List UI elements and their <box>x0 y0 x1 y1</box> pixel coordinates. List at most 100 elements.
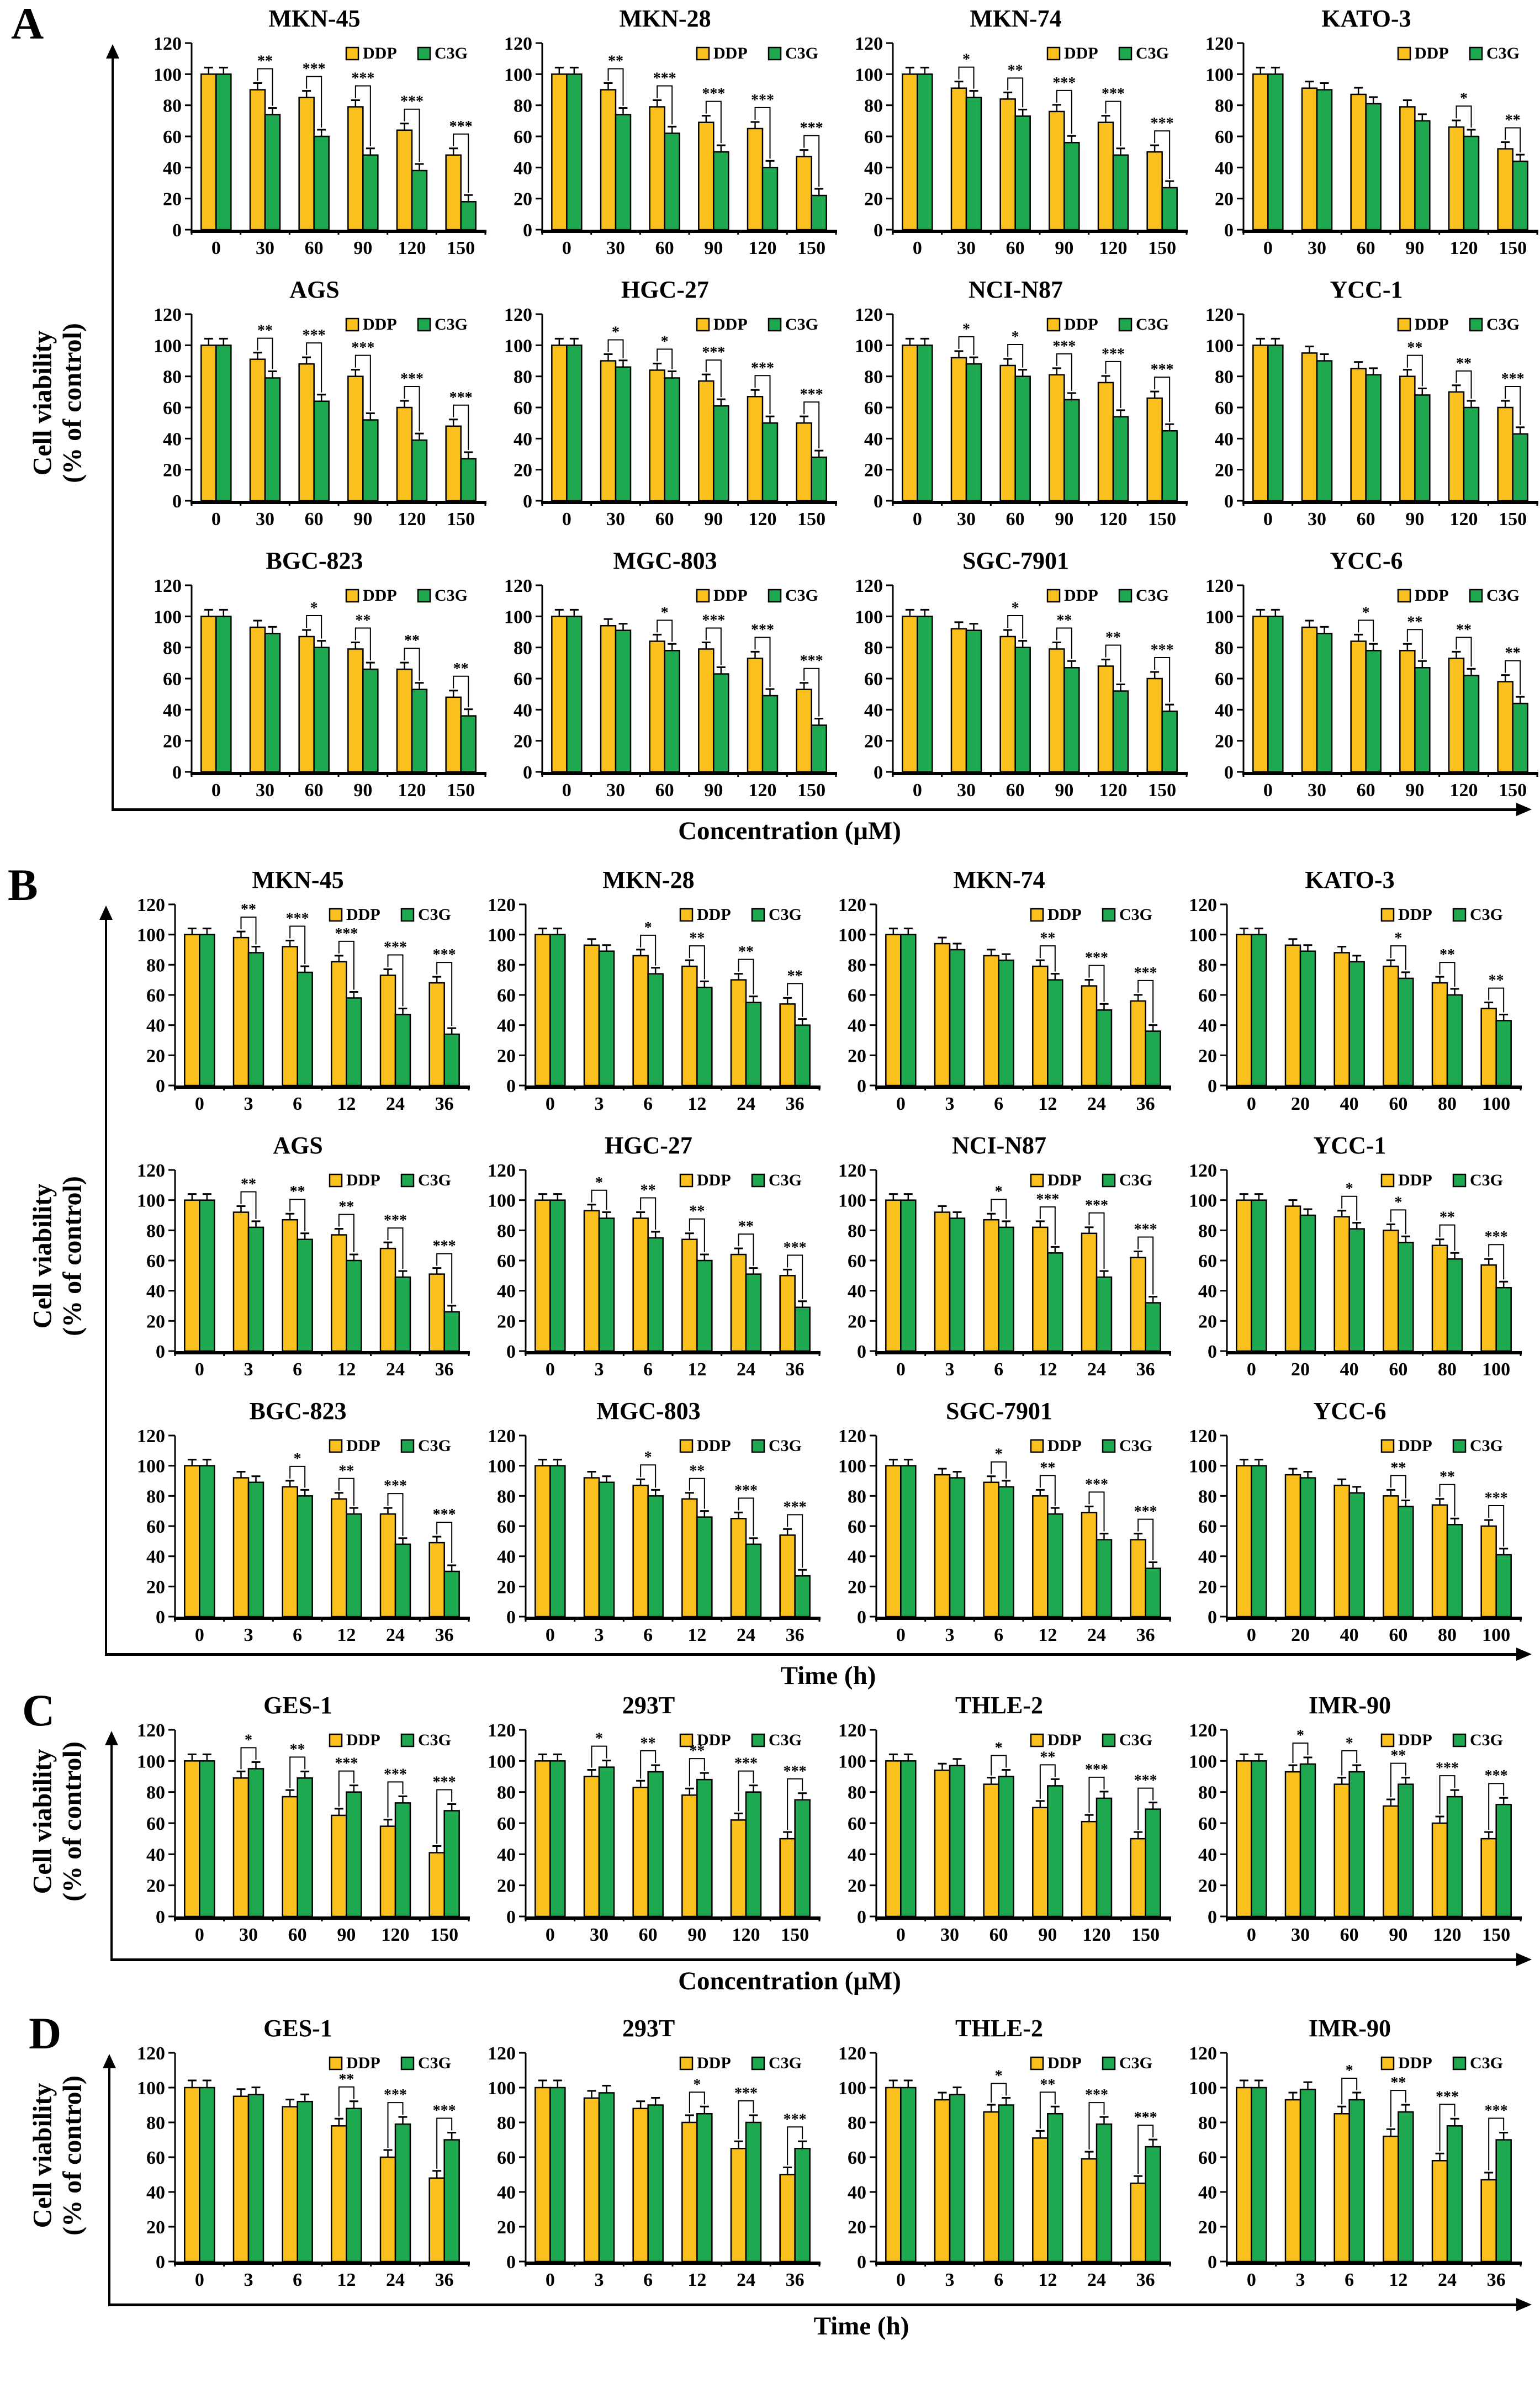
legend-swatch-ddp <box>1030 2056 1044 2070</box>
x-tick-label: 12 <box>687 1359 706 1380</box>
y-tick-label: 120 <box>154 578 182 596</box>
sig-stars: *** <box>400 370 424 388</box>
chart-title: MKN-28 <box>602 866 695 893</box>
y-tick-label: 120 <box>1189 897 1217 915</box>
bar-c3g <box>761 422 779 502</box>
bar-ddp <box>396 668 413 773</box>
sig-stars: ** <box>1440 1469 1455 1486</box>
x-axis-title: Concentration (μM) <box>678 817 901 845</box>
chart-canvas-ycc-6: 0 20 40 60 80 100 120 DDP C3G 0 20 40 ** 60 ** 80 *** 100 <box>1189 1426 1522 1645</box>
x-tick-label: 120 <box>398 780 426 801</box>
bar-c3g <box>362 668 379 773</box>
bar-c3g <box>549 934 566 1087</box>
sig-stars: ** <box>241 1176 256 1193</box>
chart-canvas-sgc-7901: 0 20 40 60 80 100 120 DDP C3G 0 30 * 60 ** 90 ** 120 *** 1… <box>855 576 1188 801</box>
y-tick-label: 0 <box>156 1076 165 1097</box>
bar-ddp <box>1081 2158 1098 2263</box>
sig-stars: *** <box>800 120 823 137</box>
x-baseline <box>1242 501 1538 504</box>
chart-canvas-ycc-1: 0 20 40 60 80 100 120 DDP C3G 0 30 60 ** 90 ** 120 *** 15… <box>1205 305 1538 529</box>
bar-ddp <box>632 1217 649 1352</box>
x-tick-label: 120 <box>749 509 777 529</box>
bar-c3g <box>247 1481 264 1618</box>
legend-label-c3g: C3G <box>769 1171 802 1189</box>
bar-ddp <box>445 696 462 773</box>
y-tick-label: 120 <box>137 2045 165 2064</box>
legend-swatch-ddp <box>1030 1173 1044 1188</box>
chart-canvas-bgc-823: 0 20 40 60 80 100 120 DDP C3G 0 3 * 6 ** 12 *** 24 *** 36 <box>137 1426 470 1645</box>
sig-bracket <box>1039 1475 1056 1506</box>
bar-ddp <box>1431 982 1448 1087</box>
bar-c3g <box>1267 73 1284 231</box>
chart-canvas-imr-90: 0 20 40 60 80 100 120 DDP C3G 0 * 30 * 60 ** 90 *** 120 **… <box>1189 1720 1522 1945</box>
x-tick-label: 30 <box>1291 1925 1310 1945</box>
sig-stars: ** <box>1505 645 1521 662</box>
bar-ddp <box>379 1513 396 1618</box>
y-tick-label: 20 <box>1198 1046 1217 1066</box>
bar-c3g <box>998 1226 1014 1352</box>
x-tick-label: 150 <box>1148 780 1176 801</box>
y-tick-label: 120 <box>855 306 883 325</box>
sig-stars: ** <box>1440 1209 1455 1226</box>
chart-title: IMR-90 <box>1308 1692 1391 1719</box>
legend-swatch-ddp <box>1030 908 1044 922</box>
y-tick-label: 40 <box>1198 1845 1217 1865</box>
y-tick-label: 120 <box>838 1722 866 1741</box>
chart-canvas-ags: 0 20 40 60 80 100 120 DDP C3G 0 ** 30 *** 60 *** 90 *** 1… <box>154 305 486 529</box>
bar-ddp <box>779 1275 796 1352</box>
sig-stars: *** <box>384 1478 407 1495</box>
sig-bracket <box>306 342 322 393</box>
sig-stars: * <box>962 51 970 68</box>
y-tick-label: 40 <box>864 158 883 178</box>
sig-stars: ** <box>738 1218 754 1235</box>
bar-ddp <box>1431 1504 1448 1618</box>
y-tick-label: 120 <box>1189 1428 1217 1447</box>
legend-swatch-ddp <box>345 317 359 332</box>
x-tick-label: 24 <box>737 1625 755 1645</box>
bar-ddp <box>551 345 568 502</box>
sig-bracket <box>338 2086 354 2117</box>
sig-stars: * <box>1460 90 1468 107</box>
bar-c3g <box>1348 2099 1365 2263</box>
bar-ddp <box>1448 126 1465 231</box>
sig-bracket <box>1088 1776 1105 1813</box>
y-axis-label: Cell viability (% of control) <box>28 323 87 483</box>
chart-thle-2: THLE-2 0 20 40 60 80 100 120 DDP C3G 0 30 * 60 ** 90 ***… <box>824 1689 1174 1957</box>
chart-ags: AGS 0 20 40 60 80 100 120 DDP C3G 0 ** 30 *** 60 *** 90 *… <box>139 273 490 541</box>
bar-c3g <box>1348 1771 1365 1918</box>
sig-stars: *** <box>734 1482 758 1499</box>
bar-ddp <box>983 2111 999 2263</box>
y-tick-label: 120 <box>1189 2045 1217 2064</box>
bar-c3g <box>794 1575 811 1618</box>
x-tick-label: 0 <box>913 509 922 529</box>
bar-ddp <box>983 955 999 1087</box>
bar-ddp <box>950 628 967 773</box>
legend-swatch-c3g <box>751 1733 765 1747</box>
sig-stars: ** <box>1407 613 1422 631</box>
sig-bracket <box>640 934 657 966</box>
x-tick-label: 24 <box>386 2270 405 2290</box>
sig-bracket <box>289 1199 306 1231</box>
y-tick-label: 40 <box>1198 2183 1217 2203</box>
chart-ges-1: GES-1 0 20 40 60 80 100 120 DDP C3G 0 * 30 ** 60 *** 90 *… <box>123 1689 473 1957</box>
sig-stars: *** <box>433 1238 456 1255</box>
sig-bracket <box>591 1745 607 1768</box>
sig-stars: * <box>995 1183 1003 1200</box>
bar-c3g <box>965 629 982 773</box>
legend-swatch-c3g <box>400 1439 415 1453</box>
bar-ddp <box>747 128 764 231</box>
y-tick-label: 40 <box>1198 1547 1217 1568</box>
y-tick-label: 20 <box>146 1577 165 1597</box>
legend-swatch-ddp <box>329 908 343 922</box>
panel-B: B Cell viability (% of control) Time (h) MKN… <box>0 861 1540 1697</box>
bar-c3g <box>566 616 583 773</box>
bar-ddp <box>1130 1000 1146 1087</box>
bar-c3g <box>1145 1030 1161 1087</box>
bar-ddp <box>428 2177 445 2263</box>
sig-bracket <box>1390 1762 1406 1798</box>
bar-ddp <box>1383 2135 1399 2263</box>
y-tick-label: 20 <box>514 732 532 752</box>
chart-kato-3: KATO-3 0 20 40 60 80 100 120 DDP C3G 0 20 40 * 60 ** 80 *… <box>1174 864 1525 1126</box>
y-tick-label: 60 <box>1198 986 1217 1006</box>
